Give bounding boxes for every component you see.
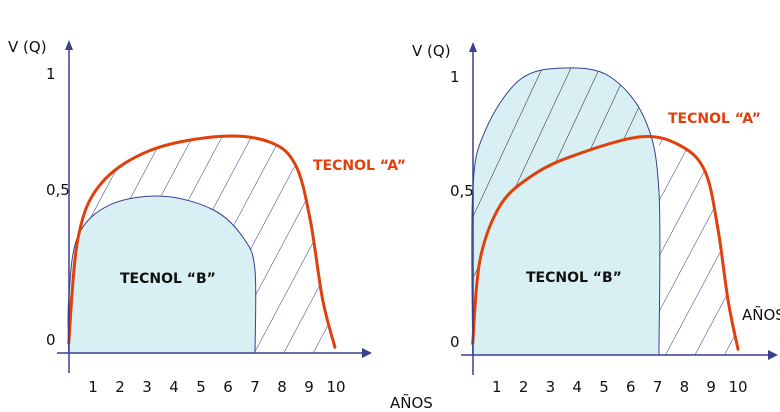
x-axis-arrow-icon	[362, 348, 372, 358]
x-tick-label: 10	[728, 378, 747, 396]
left-ytick-1: 1	[46, 65, 56, 83]
x-tick-label: 5	[599, 378, 609, 396]
chart-right: 1 2 3 4 5 6 7 8 9 10	[461, 42, 778, 396]
x-tick-label: 2	[519, 378, 529, 396]
x-tick-label: 4	[169, 378, 179, 396]
tecnol-a-curve	[67, 134, 337, 349]
right-label-tecnol-b: TECNOL “B”	[526, 270, 622, 286]
chart-left: 1 2 3 4 5 6 7 8 9 10	[57, 40, 372, 396]
x-tick-label: 3	[142, 378, 152, 396]
x-tick-label: 4	[572, 378, 582, 396]
right-label-tecnol-a: TECNOL “A”	[668, 111, 761, 127]
x-tick-label: 7	[653, 378, 663, 396]
right-y-axis-label: V (Q)	[412, 42, 451, 60]
y-axis-arrow-icon	[469, 42, 477, 52]
x-tick-label: 10	[326, 378, 345, 396]
x-tick-label: 5	[196, 378, 206, 396]
right-x-axis-label: AÑOS	[742, 305, 780, 324]
right-ytick-0: 0	[450, 333, 460, 351]
x-tick-label: 1	[492, 378, 502, 396]
left-label-tecnol-a: TECNOL “A”	[313, 158, 406, 174]
left-label-tecnol-b: TECNOL “B”	[120, 271, 216, 287]
tecnol-b-area	[67, 195, 257, 354]
y-axis-arrow-icon	[65, 40, 73, 50]
x-tick-label: 9	[304, 378, 314, 396]
x-tick-label: 8	[277, 378, 287, 396]
tecnol-a-curve	[471, 134, 740, 351]
left-x-axis-label: AÑOS	[390, 393, 433, 412]
tecnol-a-hatch-area	[658, 137, 738, 355]
x-tick-label: 1	[88, 378, 98, 396]
x-tick-label: 6	[626, 378, 636, 396]
x-tick-label: 3	[546, 378, 556, 396]
x-tick-label: 6	[223, 378, 233, 396]
x-tick-label: 9	[706, 378, 716, 396]
left-ytick-0: 0	[46, 331, 56, 349]
left-y-axis-label: V (Q)	[8, 38, 47, 56]
tecnol-a-under-b-area	[472, 136, 660, 355]
x-tick-label: 2	[115, 378, 125, 396]
right-ytick-0-5: 0,5	[450, 182, 474, 200]
x-axis-arrow-icon	[768, 350, 778, 360]
x-tick-label: 8	[680, 378, 690, 396]
x-tick-label: 7	[250, 378, 260, 396]
right-ytick-1: 1	[450, 68, 460, 86]
left-ytick-0-5: 0,5	[46, 181, 70, 199]
